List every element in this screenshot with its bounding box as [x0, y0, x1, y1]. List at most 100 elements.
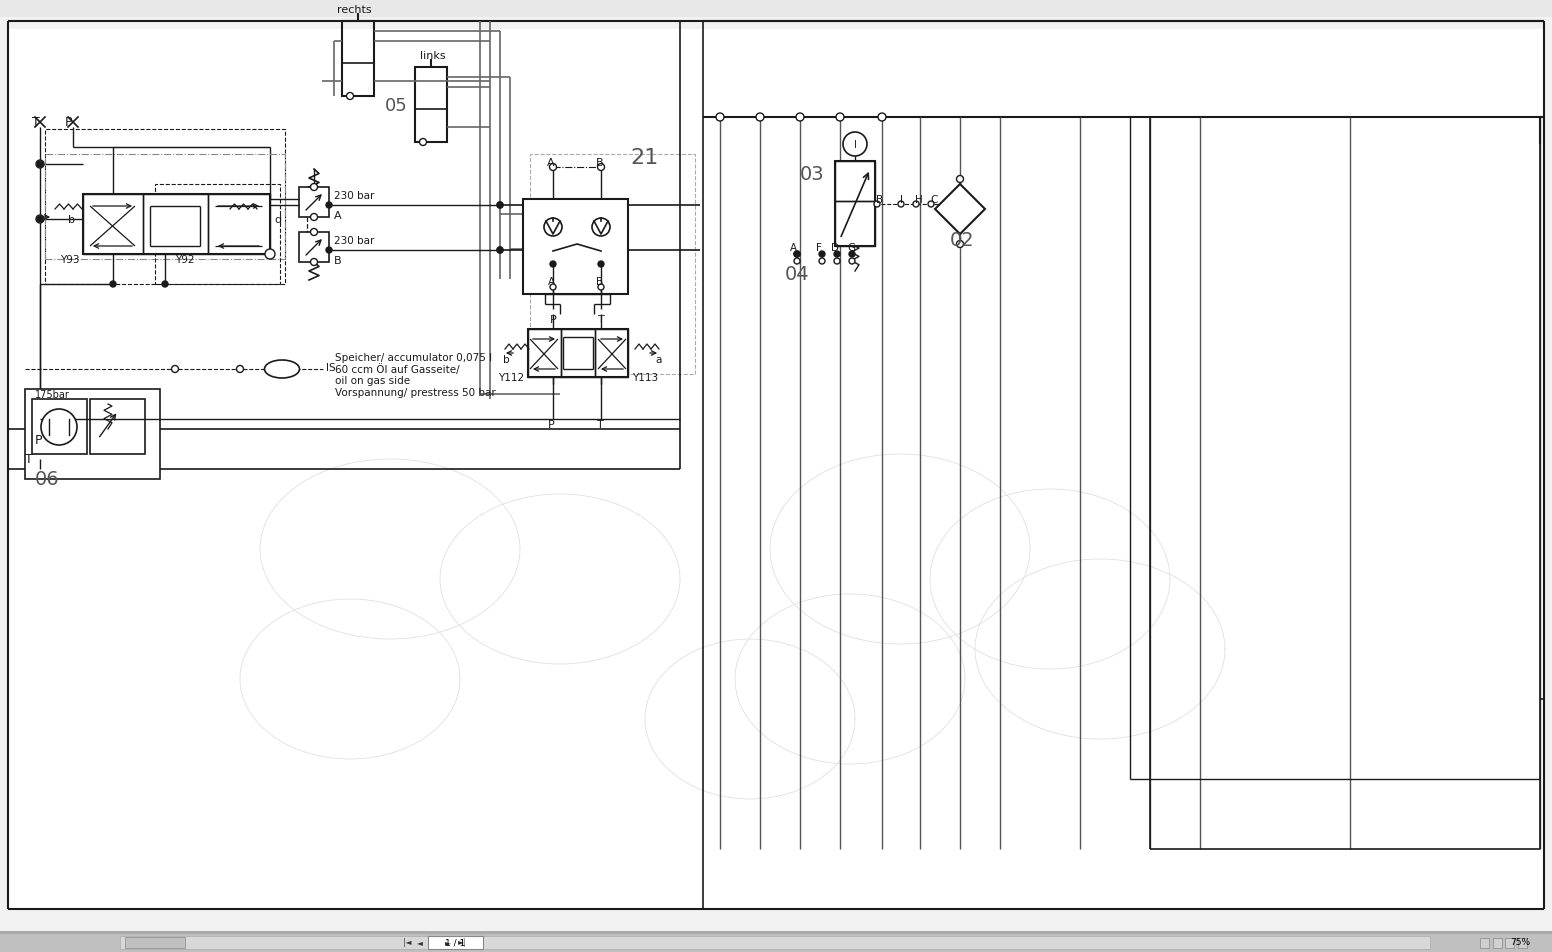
Text: C: C	[930, 195, 937, 205]
Circle shape	[549, 262, 556, 268]
Text: Vorspannung/ prestress 50 bar: Vorspannung/ prestress 50 bar	[335, 387, 495, 398]
Text: ◄: ◄	[417, 938, 424, 946]
Circle shape	[819, 259, 826, 265]
Circle shape	[545, 219, 562, 237]
Bar	[300, 232, 329, 263]
Bar	[0, 932, 1552, 952]
Text: I: I	[900, 195, 903, 205]
Text: d: d	[275, 215, 281, 225]
Text: 03: 03	[799, 166, 824, 185]
Circle shape	[849, 259, 855, 265]
Text: I: I	[854, 140, 857, 149]
Text: B: B	[334, 256, 341, 266]
Circle shape	[36, 161, 43, 169]
Circle shape	[265, 249, 275, 260]
Bar	[835, 162, 875, 202]
Circle shape	[956, 241, 964, 248]
Text: B: B	[596, 158, 604, 168]
Text: rechts: rechts	[337, 5, 371, 15]
Circle shape	[346, 93, 354, 100]
Bar	[126, 937, 185, 948]
Circle shape	[843, 133, 868, 157]
Text: Y93: Y93	[61, 255, 79, 265]
Circle shape	[172, 367, 178, 373]
Circle shape	[37, 217, 43, 223]
Text: A: A	[790, 243, 798, 252]
Text: P: P	[65, 115, 73, 129]
Text: ►: ►	[445, 938, 452, 946]
Text: 06: 06	[36, 470, 59, 489]
Circle shape	[110, 282, 116, 288]
Circle shape	[598, 262, 604, 268]
Circle shape	[598, 165, 604, 171]
Bar	[523, 200, 629, 295]
Text: 21: 21	[630, 148, 658, 168]
Bar	[341, 22, 374, 97]
Text: P: P	[548, 420, 554, 429]
Circle shape	[956, 176, 964, 184]
Text: T: T	[598, 315, 604, 325]
Text: 04: 04	[785, 266, 810, 285]
Bar	[529, 155, 695, 374]
Text: 1 / 1: 1 / 1	[445, 938, 466, 946]
Text: P: P	[549, 315, 556, 325]
Text: B: B	[875, 195, 883, 205]
Bar	[835, 202, 875, 247]
Circle shape	[913, 202, 919, 208]
Text: Y92: Y92	[175, 255, 194, 265]
Circle shape	[874, 202, 880, 208]
Polygon shape	[934, 185, 986, 235]
Text: Y113: Y113	[632, 372, 658, 383]
Text: b: b	[503, 355, 509, 365]
Circle shape	[591, 219, 610, 237]
Bar	[594, 329, 629, 378]
Circle shape	[497, 248, 503, 254]
Text: oil on gas side: oil on gas side	[335, 376, 410, 386]
Bar	[1505, 938, 1515, 948]
Bar	[45, 129, 286, 285]
Bar	[528, 329, 629, 378]
Text: Y112: Y112	[498, 372, 525, 383]
Bar	[143, 195, 208, 255]
Circle shape	[795, 259, 799, 265]
Circle shape	[497, 203, 503, 208]
Bar	[45, 155, 286, 260]
Circle shape	[819, 251, 826, 258]
Bar	[1493, 938, 1502, 948]
Circle shape	[326, 248, 332, 254]
Circle shape	[796, 114, 804, 122]
Circle shape	[833, 259, 840, 265]
Circle shape	[310, 259, 318, 267]
Text: 175bar: 175bar	[36, 389, 70, 400]
Circle shape	[795, 251, 799, 258]
Text: 02: 02	[950, 230, 975, 249]
Text: A: A	[334, 210, 341, 221]
Ellipse shape	[264, 361, 300, 379]
Text: H: H	[916, 195, 923, 205]
Text: a: a	[655, 355, 661, 365]
Text: b: b	[68, 215, 74, 225]
Text: P: P	[36, 433, 42, 446]
Bar	[300, 188, 329, 218]
Circle shape	[795, 251, 799, 258]
Circle shape	[497, 203, 503, 208]
Bar	[155, 185, 279, 285]
Text: B: B	[596, 277, 604, 287]
Circle shape	[310, 229, 318, 236]
Bar	[1518, 938, 1527, 948]
Bar	[82, 195, 143, 255]
Text: 75%: 75%	[1510, 938, 1530, 946]
Text: T: T	[25, 453, 33, 466]
Circle shape	[310, 185, 318, 191]
Bar	[208, 195, 270, 255]
Text: 230 bar: 230 bar	[334, 236, 374, 246]
Text: T: T	[598, 420, 604, 429]
Circle shape	[878, 114, 886, 122]
Circle shape	[419, 139, 427, 147]
Bar	[1481, 938, 1488, 948]
Circle shape	[40, 409, 78, 446]
Circle shape	[326, 203, 332, 208]
Circle shape	[899, 202, 903, 208]
Circle shape	[833, 251, 840, 258]
Text: 230 bar: 230 bar	[334, 190, 374, 201]
